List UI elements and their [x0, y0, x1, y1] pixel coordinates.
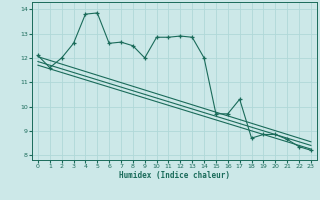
X-axis label: Humidex (Indice chaleur): Humidex (Indice chaleur)	[119, 171, 230, 180]
